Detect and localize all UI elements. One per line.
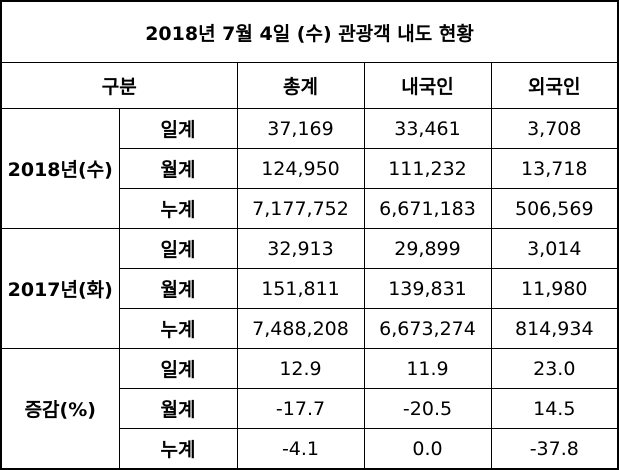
row-label: 누계: [118, 188, 238, 229]
value-cell: 33,461: [363, 108, 492, 149]
group-label: 2017년(화): [0, 228, 120, 349]
value-cell: -37.8: [490, 428, 619, 470]
row-label: 월계: [118, 388, 238, 429]
group-label: 증감(%): [0, 348, 120, 470]
row-label: 일계: [118, 348, 238, 389]
header-cell: 구분: [0, 62, 238, 109]
table-title: 2018년 7월 4일 (수) 관광객 내도 현황: [0, 0, 619, 63]
value-cell: 11.9: [363, 348, 492, 389]
value-cell: 23.0: [490, 348, 619, 389]
value-cell: -4.1: [236, 428, 365, 470]
value-cell: 3,708: [490, 108, 619, 149]
value-cell: 506,569: [490, 188, 619, 229]
header-cell: 외국인: [490, 62, 619, 109]
value-cell: 12.9: [236, 348, 365, 389]
value-cell: 139,831: [363, 268, 492, 309]
row-label: 일계: [118, 228, 238, 269]
value-cell: 6,671,183: [363, 188, 492, 229]
value-cell: 32,913: [236, 228, 365, 269]
value-cell: 151,811: [236, 268, 365, 309]
header-cell: 내국인: [363, 62, 492, 109]
data-row: 누계 -4.1 0.0 -37.8: [1, 428, 619, 470]
data-row: 누계 7,488,208 6,673,274 814,934: [1, 308, 619, 349]
data-row: 월계 -17.7 -20.5 14.5: [1, 388, 619, 429]
row-label: 누계: [118, 428, 238, 470]
value-cell: 37,169: [236, 108, 365, 149]
value-cell: 814,934: [490, 308, 619, 349]
row-label: 월계: [118, 268, 238, 309]
title-row: 2018년 7월 4일 (수) 관광객 내도 현황: [0, 0, 619, 63]
data-row: 2018년(수) 일계 37,169 33,461 3,708: [0, 108, 619, 229]
value-cell: 111,232: [363, 148, 492, 189]
value-cell: -17.7: [236, 388, 365, 429]
row-label: 일계: [118, 108, 238, 149]
value-cell: 6,673,274: [363, 308, 492, 349]
header-cell: 총계: [236, 62, 365, 109]
group-label: 2018년(수): [0, 108, 120, 229]
data-row: 2017년(화) 일계 32,913 29,899 3,014: [0, 228, 619, 349]
value-cell: 11,980: [490, 268, 619, 309]
value-cell: 29,899: [363, 228, 492, 269]
value-cell: -20.5: [363, 388, 492, 429]
value-cell: 7,177,752: [236, 188, 365, 229]
data-row: 월계 151,811 139,831 11,980: [1, 268, 619, 309]
row-label: 월계: [118, 148, 238, 189]
header-row: 구분 총계 내국인 외국인: [0, 62, 619, 109]
value-cell: 7,488,208: [236, 308, 365, 349]
data-row: 증감(%) 일계 12.9 11.9 23.0: [0, 348, 619, 470]
row-label: 누계: [118, 308, 238, 349]
value-cell: 13,718: [490, 148, 619, 189]
data-row: 월계 124,950 111,232 13,718: [1, 148, 619, 189]
value-cell: 14.5: [490, 388, 619, 429]
data-row: 누계 7,177,752 6,671,183 506,569: [1, 188, 619, 229]
value-cell: 0.0: [363, 428, 492, 470]
value-cell: 124,950: [236, 148, 365, 189]
value-cell: 3,014: [490, 228, 619, 269]
